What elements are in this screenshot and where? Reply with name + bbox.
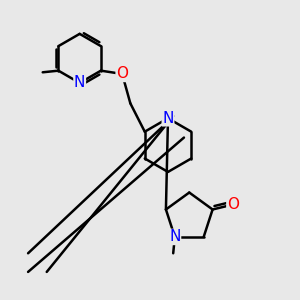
Text: N: N [74,75,85,90]
Text: N: N [162,111,174,126]
Text: O: O [116,66,128,81]
Text: N: N [169,230,181,244]
Text: O: O [227,197,239,212]
